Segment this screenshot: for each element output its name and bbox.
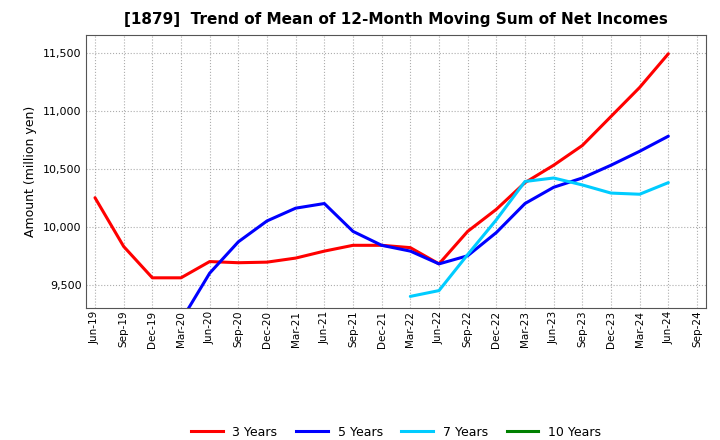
7 Years: [635, 191, 644, 197]
Line: 5 Years: 5 Years: [181, 136, 668, 321]
3 Years: [435, 261, 444, 267]
5 Years: [205, 271, 214, 276]
5 Years: [549, 185, 558, 190]
3 Years: [521, 180, 529, 185]
Legend: 3 Years, 5 Years, 7 Years, 10 Years: 3 Years, 5 Years, 7 Years, 10 Years: [186, 421, 606, 440]
3 Years: [607, 114, 616, 119]
Line: 7 Years: 7 Years: [410, 178, 668, 297]
3 Years: [205, 259, 214, 264]
5 Years: [292, 205, 300, 211]
5 Years: [464, 253, 472, 258]
5 Years: [521, 201, 529, 206]
7 Years: [578, 182, 587, 187]
5 Years: [635, 149, 644, 154]
Title: [1879]  Trend of Mean of 12-Month Moving Sum of Net Incomes: [1879] Trend of Mean of 12-Month Moving …: [124, 12, 668, 27]
5 Years: [348, 229, 357, 234]
3 Years: [549, 162, 558, 168]
Y-axis label: Amount (million yen): Amount (million yen): [24, 106, 37, 237]
5 Years: [377, 243, 386, 248]
5 Years: [664, 134, 672, 139]
3 Years: [492, 207, 500, 212]
3 Years: [377, 243, 386, 248]
7 Years: [521, 179, 529, 184]
7 Years: [664, 180, 672, 185]
5 Years: [320, 201, 328, 206]
3 Years: [320, 249, 328, 254]
3 Years: [176, 275, 185, 280]
3 Years: [464, 229, 472, 234]
5 Years: [234, 239, 243, 245]
3 Years: [348, 243, 357, 248]
5 Years: [492, 230, 500, 235]
3 Years: [263, 260, 271, 265]
7 Years: [492, 217, 500, 222]
5 Years: [578, 176, 587, 181]
3 Years: [148, 275, 157, 280]
3 Years: [120, 244, 128, 249]
5 Years: [435, 261, 444, 267]
5 Years: [176, 318, 185, 323]
7 Years: [549, 176, 558, 181]
3 Years: [91, 195, 99, 200]
7 Years: [607, 191, 616, 196]
3 Years: [406, 245, 415, 250]
5 Years: [406, 249, 415, 254]
5 Years: [607, 162, 616, 168]
3 Years: [664, 51, 672, 56]
7 Years: [435, 288, 444, 293]
7 Years: [406, 294, 415, 299]
7 Years: [464, 252, 472, 257]
3 Years: [292, 256, 300, 261]
3 Years: [635, 85, 644, 90]
Line: 3 Years: 3 Years: [95, 54, 668, 278]
3 Years: [234, 260, 243, 265]
3 Years: [578, 143, 587, 148]
5 Years: [263, 218, 271, 224]
